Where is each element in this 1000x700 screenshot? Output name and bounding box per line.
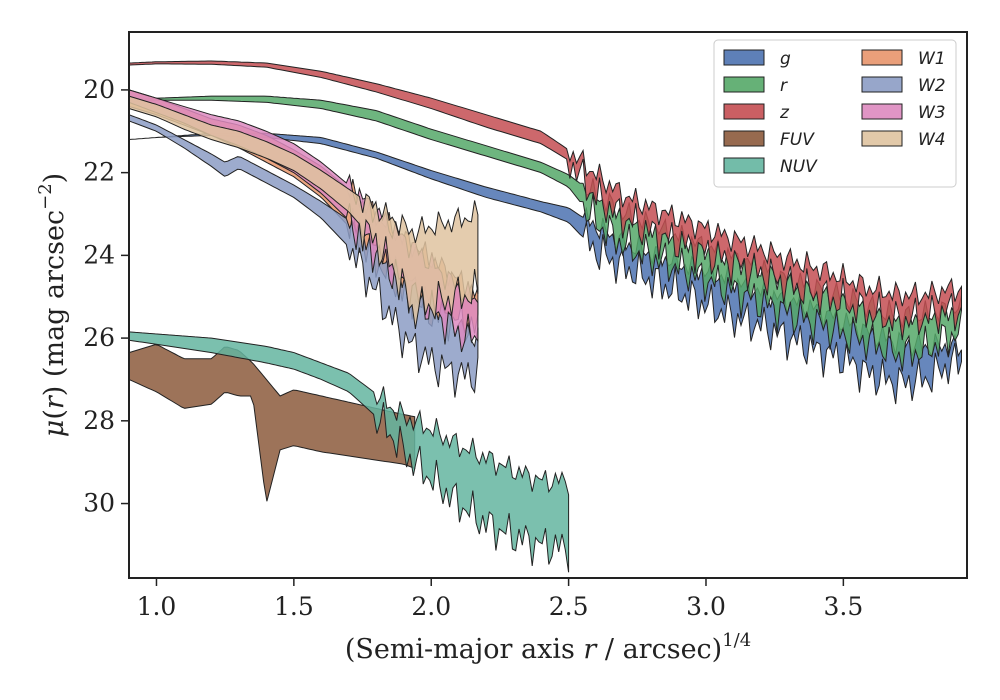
y-tick-label: 24 [83,240,115,269]
legend-swatch-w3 [861,103,903,120]
x-tick-label: 2.5 [549,592,589,621]
y-tick-label: 26 [83,323,115,352]
legend-swatch-w1 [861,49,903,66]
legend: grz FUV NUV W1 W2 W3 W4 [713,39,957,188]
legend-label-fuv: FUV [780,130,815,150]
x-axis-label: (Semi-major axis r / arcsec)1/4 [345,630,751,665]
band-w2 [128,113,479,398]
legend-label-nuv: NUV [780,157,818,177]
x-tick-label: 3.5 [823,592,863,621]
band-w4 [128,95,479,329]
x-tick-label: 3.0 [686,592,726,621]
plot-areas [128,60,962,573]
legend-label-r: r [780,76,788,96]
plot-frame [128,31,968,579]
legend-swatch-z [723,103,765,120]
y-tick-label: 22 [83,158,115,187]
legend-swatch-w2 [861,76,903,93]
x-tick-label: 1.0 [137,592,177,621]
legend-label-w3: W3 [918,103,946,123]
legend-swatch-nuv [723,157,765,174]
x-tick-label: 1.5 [274,592,314,621]
legend-label-g: g [780,49,791,69]
x-axis: 1.0 1.5 2.0 2.5 3.0 3.5 [137,578,863,621]
legend-label-w4: W4 [918,130,946,150]
y-tick-label: 20 [83,75,115,104]
legend-label-w1: W1 [918,49,946,69]
legend-swatch-fuv [723,130,765,147]
legend-label-w2: W2 [918,76,946,96]
band-g [128,132,962,405]
y-axis: 20 22 24 26 28 30 [83,75,129,518]
band-fuv [128,344,416,502]
y-tick-label: 30 [83,489,115,518]
legend-label-z: z [779,103,790,123]
legend-swatch-w4 [861,130,903,147]
y-tick-label: 28 [83,406,115,435]
legend-swatch-r [723,76,765,93]
x-tick-label: 2.0 [411,592,451,621]
band-z [128,60,962,341]
band-nuv [128,331,570,573]
band-r [128,95,962,372]
y-axis-label: μ(r) (mag arcsec−2) [35,173,70,437]
legend-swatch-g [723,49,765,66]
